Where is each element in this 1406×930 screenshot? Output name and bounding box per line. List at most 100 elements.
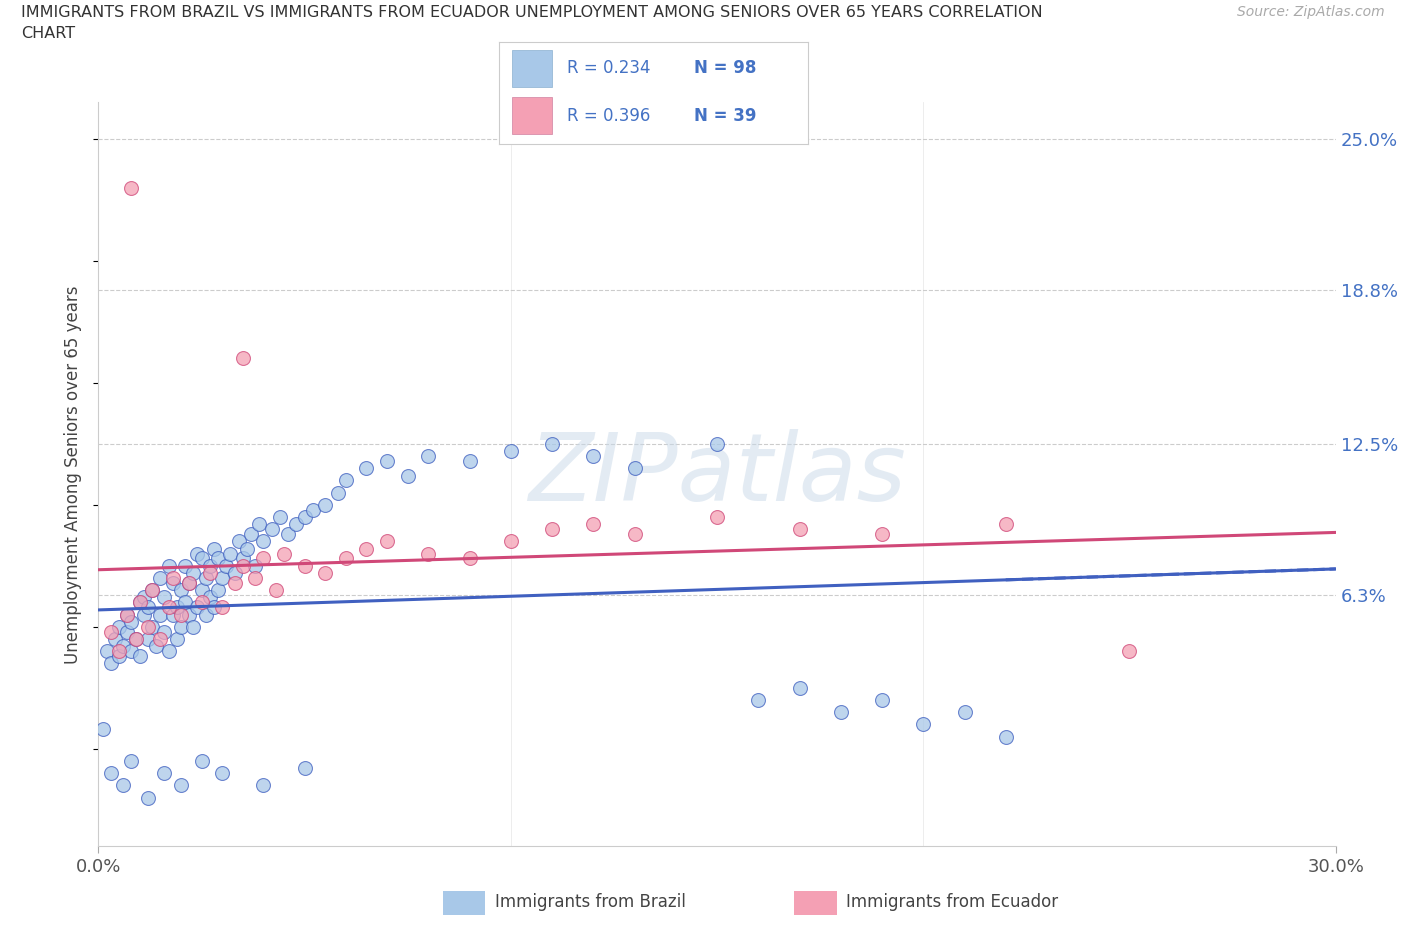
Point [149, 570, 172, 585]
Point [375, 454, 398, 469]
Point [228, 534, 250, 549]
Text: CHART: CHART [21, 26, 75, 41]
Point [747, 693, 769, 708]
Point [335, 551, 357, 565]
Point [277, 526, 299, 541]
Point [117, 607, 139, 622]
Point [91, 722, 114, 737]
Point [418, 546, 440, 561]
Point [120, 615, 142, 630]
Point [170, 607, 193, 622]
Point [706, 510, 728, 525]
Point [162, 570, 184, 585]
Point [582, 448, 605, 463]
Point [211, 570, 233, 585]
Point [181, 619, 204, 634]
Point [211, 765, 233, 780]
Point [243, 558, 266, 573]
Point [181, 565, 204, 580]
Point [314, 565, 336, 580]
Point [157, 558, 180, 573]
Point [252, 534, 274, 549]
Point [870, 526, 893, 541]
Point [112, 639, 135, 654]
Point [285, 517, 308, 532]
Point [198, 590, 221, 604]
Point [582, 517, 605, 532]
Point [162, 576, 184, 591]
Point [194, 570, 217, 585]
Point [211, 600, 233, 615]
Point [145, 639, 167, 654]
Point [789, 522, 811, 537]
Point [273, 546, 295, 561]
Point [252, 777, 274, 792]
Point [541, 522, 564, 537]
Point [789, 681, 811, 696]
Text: R = 0.234: R = 0.234 [567, 60, 651, 77]
Point [236, 541, 259, 556]
Point [124, 631, 146, 646]
Point [198, 558, 221, 573]
Point [207, 551, 229, 565]
Point [912, 717, 935, 732]
Point [149, 631, 172, 646]
Point [870, 693, 893, 708]
Point [335, 473, 357, 488]
Y-axis label: Unemployment Among Seniors over 65 years: Unemployment Among Seniors over 65 years [65, 286, 83, 663]
Point [120, 753, 142, 768]
Point [153, 624, 176, 639]
Point [302, 502, 325, 517]
Point [186, 600, 208, 615]
Point [179, 576, 201, 591]
Point [252, 551, 274, 565]
Point [141, 619, 163, 634]
Point [243, 570, 266, 585]
Point [194, 607, 217, 622]
Point [190, 551, 212, 565]
Point [153, 765, 176, 780]
Point [153, 590, 176, 604]
Point [117, 624, 139, 639]
Point [219, 546, 242, 561]
Text: R = 0.396: R = 0.396 [567, 107, 651, 125]
Point [190, 595, 212, 610]
Point [136, 790, 159, 805]
Point [120, 644, 142, 658]
Point [232, 351, 254, 365]
Point [623, 460, 645, 475]
Point [132, 607, 155, 622]
Point [157, 600, 180, 615]
Point [132, 590, 155, 604]
Point [157, 644, 180, 658]
Point [232, 558, 254, 573]
Point [623, 526, 645, 541]
Point [198, 565, 221, 580]
Point [356, 460, 378, 475]
Text: Immigrants from Brazil: Immigrants from Brazil [495, 893, 686, 911]
Point [128, 595, 150, 610]
Point [124, 631, 146, 646]
Point [179, 576, 201, 591]
Point [141, 583, 163, 598]
Text: N = 39: N = 39 [695, 107, 756, 125]
Point [170, 777, 193, 792]
Point [190, 753, 212, 768]
Point [326, 485, 349, 500]
Point [170, 619, 193, 634]
Text: ZIPatlas: ZIPatlas [529, 429, 905, 520]
Point [953, 705, 976, 720]
Point [541, 436, 564, 451]
Point [141, 583, 163, 598]
Text: Source: ZipAtlas.com: Source: ZipAtlas.com [1237, 5, 1385, 19]
Text: N = 98: N = 98 [695, 60, 756, 77]
Point [128, 595, 150, 610]
Point [186, 546, 208, 561]
Point [166, 600, 188, 615]
Point [170, 583, 193, 598]
Point [418, 448, 440, 463]
Point [190, 583, 212, 598]
Point [108, 644, 131, 658]
Point [128, 648, 150, 663]
Text: Immigrants from Ecuador: Immigrants from Ecuador [846, 893, 1059, 911]
